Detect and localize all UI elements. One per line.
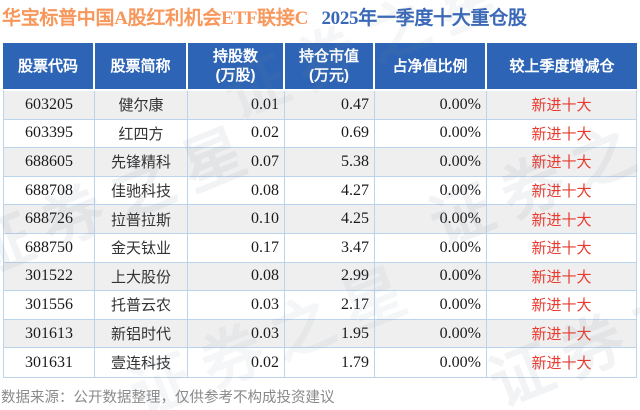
stock-name-cell: 红四方 <box>95 119 188 148</box>
net-ratio-cell: 0.00% <box>375 205 487 233</box>
position-change-cell: 新进十大 <box>531 211 592 229</box>
header-position-change: 较上季度增减仓 <box>487 43 637 89</box>
table-row: 301522 上大股份 0.08 2.99 0.00% 新进十大 <box>4 262 636 292</box>
stock-code-cell: 688708 <box>4 176 95 205</box>
header-net-ratio: 占净值比例 <box>375 43 487 89</box>
table-row: 688726 拉普拉斯 0.10 4.25 0.00% 新进十大 <box>4 205 636 234</box>
stock-code-cell: 688726 <box>4 205 95 233</box>
position-change-cell: 新进十大 <box>531 326 592 344</box>
fund-name-title: 华宝标普中国A股红利机会ETF联接C <box>2 8 308 29</box>
table-row: 301613 新铝时代 0.03 1.95 0.00% 新进十大 <box>4 319 636 349</box>
table-row: 603205 健尔康 0.01 0.47 0.00% 新进十大 <box>4 91 636 120</box>
position-change-cell: 新进十大 <box>531 183 592 201</box>
stock-name-cell: 拉普拉斯 <box>95 205 188 233</box>
net-ratio-cell: 0.00% <box>375 291 487 319</box>
data-source-note: 数据来源：公开数据整理，仅供参考不构成投资建议 <box>1 390 335 406</box>
report-period-title: 2025年一季度十大重仓股 <box>321 8 527 29</box>
net-ratio-cell: 0.00% <box>375 91 487 119</box>
position-change-cell: 新进十大 <box>531 297 592 315</box>
market-value-cell: 5.38 <box>285 148 375 176</box>
table-header: 股票代码 股票简称 持股数 (万股) 持仓市值 (万元) 占净值比例 较上季度增… <box>3 43 637 89</box>
table-row: 603395 红四方 0.02 0.69 0.00% 新进十大 <box>4 119 636 149</box>
net-ratio-cell: 0.00% <box>375 176 487 205</box>
market-value-cell: 4.27 <box>285 176 375 205</box>
position-change-cell: 新进十大 <box>531 125 592 143</box>
stock-code-cell: 688750 <box>4 233 95 262</box>
position-change-cell: 新进十大 <box>531 240 592 258</box>
shares-held-cell: 0.08 <box>188 262 285 291</box>
stock-code-cell: 688605 <box>4 148 95 176</box>
table-row: 301631 壹连科技 0.02 1.79 0.00% 新进十大 <box>4 348 636 377</box>
header-stock-code: 股票代码 <box>3 43 95 89</box>
stock-code-cell: 301631 <box>4 348 95 377</box>
shares-held-cell: 0.02 <box>188 119 285 148</box>
stock-name-cell: 托普云农 <box>95 291 188 319</box>
net-ratio-cell: 0.00% <box>375 233 487 262</box>
holdings-table: 股票代码 股票简称 持股数 (万股) 持仓市值 (万元) 占净值比例 较上季度增… <box>3 43 637 378</box>
stock-name-cell: 新铝时代 <box>95 319 188 348</box>
header-stock-name: 股票简称 <box>95 43 188 89</box>
market-value-cell: 2.17 <box>285 291 375 319</box>
shares-held-cell: 0.03 <box>188 291 285 319</box>
stock-name-cell: 佳驰科技 <box>95 176 188 205</box>
stock-name-cell: 壹连科技 <box>95 348 188 377</box>
table-row: 688605 先锋精科 0.07 5.38 0.00% 新进十大 <box>4 148 636 177</box>
market-value-cell: 0.69 <box>285 119 375 148</box>
shares-held-cell: 0.03 <box>188 319 285 348</box>
page-title: 华宝标普中国A股红利机会ETF联接C 2025年一季度十大重仓股 <box>0 0 640 31</box>
net-ratio-cell: 0.00% <box>375 148 487 176</box>
table-row: 688750 金天钛业 0.17 3.47 0.00% 新进十大 <box>4 233 636 263</box>
stock-name-cell: 金天钛业 <box>95 233 188 262</box>
market-value-cell: 1.95 <box>285 319 375 348</box>
shares-held-cell: 0.17 <box>188 233 285 262</box>
table-row: 301556 托普云农 0.03 2.17 0.00% 新进十大 <box>4 291 636 320</box>
net-ratio-cell: 0.00% <box>375 119 487 148</box>
header-market-value: 持仓市值 (万元) <box>285 43 375 89</box>
shares-held-cell: 0.01 <box>188 91 285 119</box>
table-row: 688708 佳驰科技 0.08 4.27 0.00% 新进十大 <box>4 176 636 206</box>
net-ratio-cell: 0.00% <box>375 348 487 377</box>
position-change-cell: 新进十大 <box>531 97 592 115</box>
position-change-cell: 新进十大 <box>531 355 592 373</box>
stock-name-cell: 先锋精科 <box>95 148 188 176</box>
header-shares-held: 持股数 (万股) <box>188 43 285 89</box>
shares-held-cell: 0.08 <box>188 176 285 205</box>
stock-name-cell: 上大股份 <box>95 262 188 291</box>
position-change-cell: 新进十大 <box>531 268 592 286</box>
stock-code-cell: 301556 <box>4 291 95 319</box>
shares-held-cell: 0.10 <box>188 205 285 233</box>
market-value-cell: 0.47 <box>285 91 375 119</box>
table-body: 603205 健尔康 0.01 0.47 0.00% 新进十大 603395 红四方 0.02 0… <box>3 89 637 378</box>
stock-code-cell: 301613 <box>4 319 95 348</box>
shares-held-cell: 0.02 <box>188 348 285 377</box>
stock-code-cell: 603205 <box>4 91 95 119</box>
shares-held-cell: 0.07 <box>188 148 285 176</box>
market-value-cell: 4.25 <box>285 205 375 233</box>
net-ratio-cell: 0.00% <box>375 262 487 291</box>
net-ratio-cell: 0.00% <box>375 319 487 348</box>
position-change-cell: 新进十大 <box>531 154 592 172</box>
stock-code-cell: 603395 <box>4 119 95 148</box>
market-value-cell: 1.79 <box>285 348 375 377</box>
market-value-cell: 3.47 <box>285 233 375 262</box>
stock-name-cell: 健尔康 <box>95 91 188 119</box>
market-value-cell: 2.99 <box>285 262 375 291</box>
stock-code-cell: 301522 <box>4 262 95 291</box>
